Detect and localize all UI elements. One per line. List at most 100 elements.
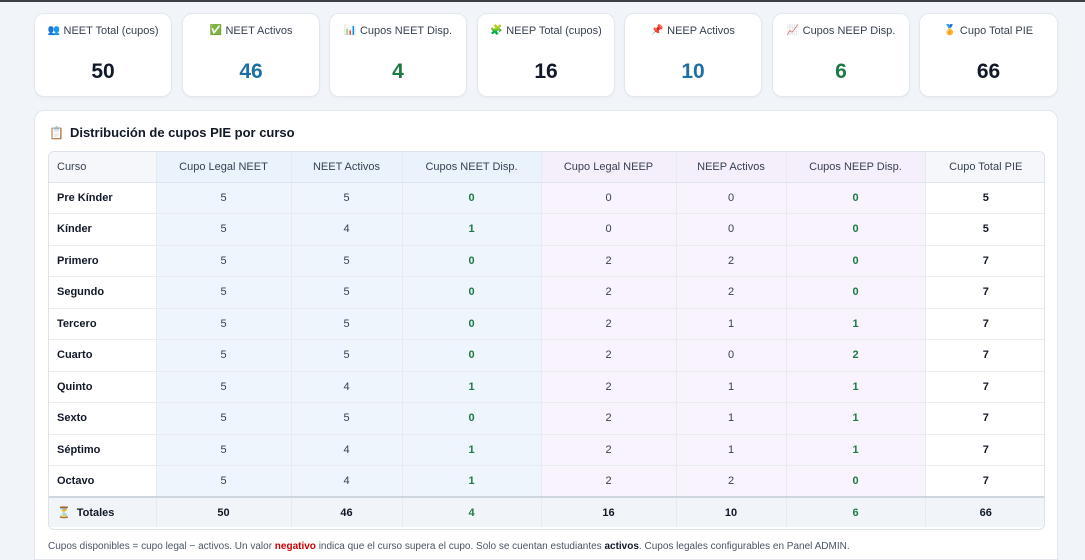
card-value: 50: [91, 60, 115, 83]
table-row: Cuarto 5 5 0 2 0 2 7: [49, 339, 1044, 372]
table-cell: 5: [156, 213, 292, 246]
totals-cell: 4: [402, 496, 542, 527]
table-cell: 1: [786, 371, 926, 403]
course-name-cell: Cuarto: [49, 339, 157, 372]
column-header-cupos-neet-disp[interactable]: Cupos NEET Disp.: [402, 152, 542, 183]
table-cell: 1: [786, 308, 926, 340]
table-cell: 5: [156, 276, 292, 309]
table-cell: 2: [676, 465, 787, 498]
card-value: 10: [681, 60, 705, 83]
table-cell: 0: [402, 245, 542, 277]
table-cell: 5: [156, 402, 292, 435]
card-neet-activos: ✅ NEET Activos 46: [182, 13, 320, 97]
table-row: Tercero 5 5 0 2 1 1 7: [49, 308, 1044, 340]
card-label: NEET Activos: [225, 25, 293, 37]
negative-term: negativo: [274, 541, 316, 552]
table-cell: 5: [156, 182, 292, 214]
table-cell: 2: [676, 245, 787, 277]
table-body: Pre Kínder 5 5 0 0 0 0 5 Kínder 5 4 1 0 0 0 5 Primero 5 5 0…: [49, 182, 1044, 527]
column-header-cupo-total-pie[interactable]: Cupo Total PIE: [925, 152, 1044, 183]
card-label: Cupos NEEP Disp.: [802, 25, 896, 37]
totals-cell: 50: [156, 496, 292, 527]
table-cell: 5: [156, 339, 292, 372]
table-cell: 5: [291, 245, 403, 277]
table-cell: 2: [541, 245, 677, 277]
table-cell: 0: [541, 213, 677, 246]
course-name-cell: Pre Kínder: [49, 182, 157, 214]
table-cell: 2: [541, 434, 677, 466]
table-cell: 4: [291, 371, 403, 403]
card-value: 4: [392, 60, 404, 83]
people-icon: 👥: [47, 25, 60, 36]
table-cell: 0: [402, 276, 542, 309]
column-header-curso[interactable]: Curso: [49, 152, 157, 183]
totals-cell: 46: [291, 496, 403, 527]
table-cell: 5: [291, 402, 403, 435]
table-cell: 0: [786, 465, 926, 498]
table-cell: 2: [541, 371, 677, 403]
table-cell: 1: [676, 371, 787, 403]
table-cell: 0: [676, 213, 787, 246]
table-cell: 2: [541, 402, 677, 435]
card-label: Cupos NEET Disp.: [359, 25, 453, 37]
table-cell: 2: [541, 308, 677, 340]
pin-icon: 📌: [651, 25, 664, 36]
table-cell: 5: [156, 245, 292, 277]
check-icon: ✅: [209, 25, 222, 36]
card-label: NEEP Activos: [667, 25, 735, 37]
table-cell: 4: [291, 213, 403, 246]
table-cell: 1: [676, 434, 787, 466]
card-value: 16: [534, 60, 558, 83]
table-cell: 1: [786, 402, 926, 435]
table-cell: 0: [402, 182, 542, 214]
column-header-cupo-legal-neep[interactable]: Cupo Legal NEEP: [541, 152, 677, 183]
table-cell: 0: [786, 182, 926, 214]
puzzle-icon: 🧩: [490, 25, 503, 36]
distribution-panel: 📋 Distribución de cupos PIE por curso Cu…: [34, 110, 1058, 560]
table-cell: 2: [786, 339, 926, 372]
table-cell: 5: [156, 308, 292, 340]
summary-cards: 👥 NEET Total (cupos) 50 ✅ NEET Activos 4…: [34, 13, 1058, 97]
column-header-cupos-neep-disp[interactable]: Cupos NEEP Disp.: [786, 152, 926, 183]
table-row: Quinto 5 4 1 2 1 1 7: [49, 371, 1044, 403]
course-name-cell: Octavo: [49, 465, 157, 498]
table-cell: 1: [402, 213, 542, 246]
table-row: Octavo 5 4 1 2 2 0 7: [49, 465, 1044, 498]
distribution-table: Curso Cupo Legal NEET NEET Activos Cupos…: [48, 151, 1045, 530]
course-name-cell: Tercero: [49, 308, 157, 340]
column-header-cupo-legal-neet[interactable]: Cupo Legal NEET: [156, 152, 292, 183]
table-row: Segundo 5 5 0 2 2 0 7: [49, 276, 1044, 309]
table-cell: 0: [402, 402, 542, 435]
top-border: [0, 0, 1085, 2]
card-value: 46: [239, 60, 263, 83]
card-neet-disp: 📊 Cupos NEET Disp. 4: [329, 13, 467, 97]
table-cell: 5: [925, 213, 1044, 246]
column-header-neep-activos[interactable]: NEEP Activos: [676, 152, 787, 183]
card-neep-disp: 📈 Cupos NEEP Disp. 6: [772, 13, 910, 97]
table-cell: 7: [925, 434, 1044, 466]
card-label: NEEP Total (cupos): [506, 25, 602, 37]
table-cell: 4: [291, 465, 403, 498]
table-cell: 2: [541, 465, 677, 498]
table-cell: 5: [156, 434, 292, 466]
table-cell: 5: [291, 339, 403, 372]
footnote: Cupos disponibles = cupo legal − activos…: [48, 541, 850, 552]
card-neep-activos: 📌 NEEP Activos 10: [624, 13, 762, 97]
table-cell: 4: [291, 434, 403, 466]
table-row: Pre Kínder 5 5 0 0 0 0 5: [49, 182, 1044, 214]
table-header-row: Curso Cupo Legal NEET NEET Activos Cupos…: [49, 152, 1044, 183]
table-cell: 7: [925, 465, 1044, 498]
medal-icon: 🏅: [943, 25, 957, 36]
course-name-cell: Séptimo: [49, 434, 157, 466]
column-header-neet-activos[interactable]: NEET Activos: [291, 152, 403, 183]
card-value: 66: [976, 60, 1001, 83]
hourglass-icon: ⏳: [57, 507, 71, 519]
course-name-cell: Quinto: [49, 371, 157, 403]
table-cell: 0: [676, 182, 787, 214]
table-cell: 0: [786, 213, 926, 246]
card-neep-total: 🧩 NEEP Total (cupos) 16: [477, 13, 615, 97]
table-cell: 5: [925, 182, 1044, 214]
totals-row: ⏳ Totales 50 46 4 16 10 6 66: [49, 496, 1044, 527]
table-row: Séptimo 5 4 1 2 1 1 7: [49, 434, 1044, 466]
totals-cell: 10: [676, 496, 787, 527]
